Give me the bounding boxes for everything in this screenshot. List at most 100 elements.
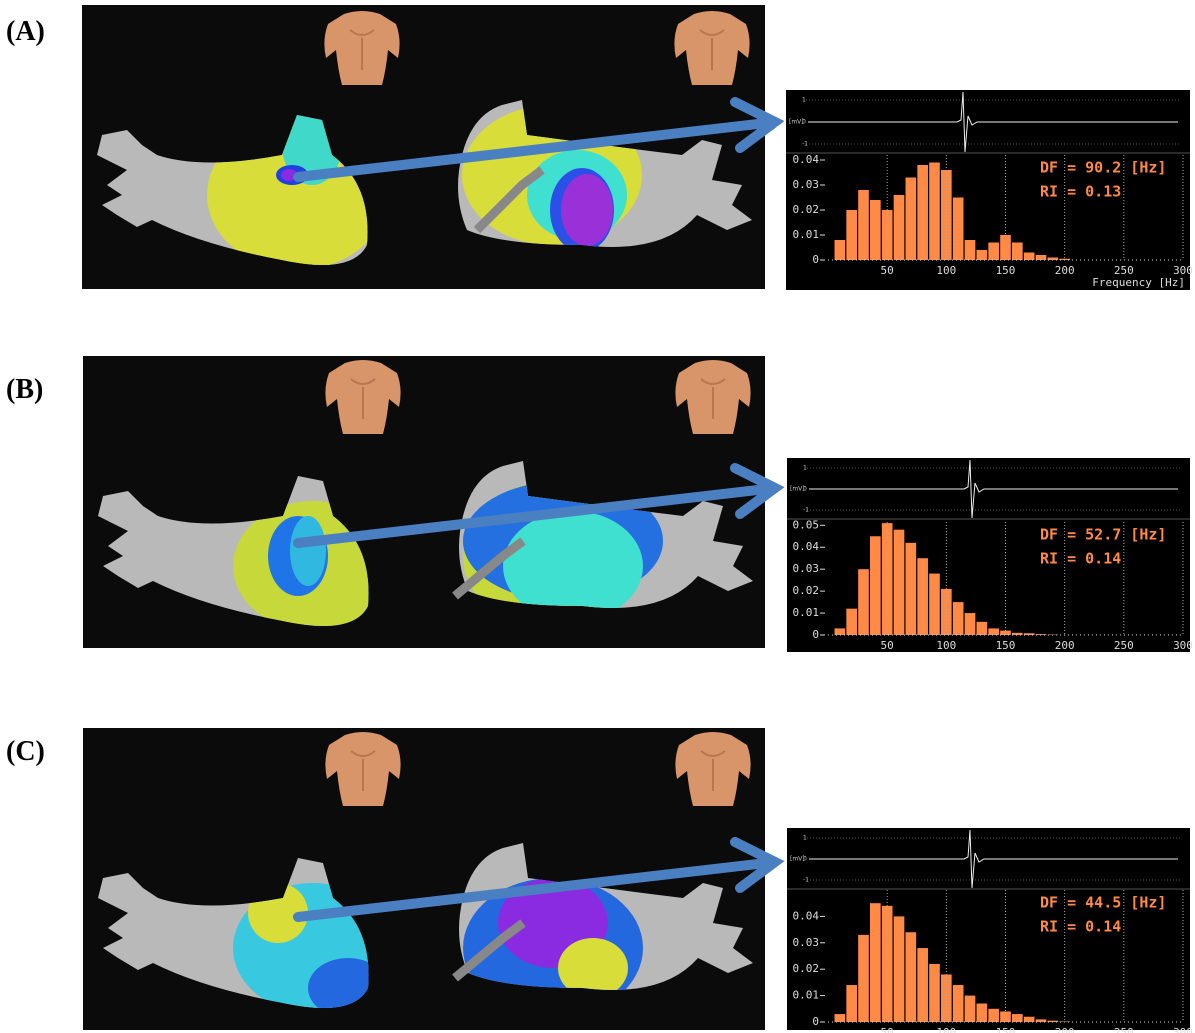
x-tick-label: 150 — [996, 1026, 1016, 1033]
panel-label: (C) — [6, 736, 45, 767]
y-tick-label: 0.03 — [793, 936, 820, 949]
signal-tick-label: 0 — [803, 486, 807, 493]
bar — [894, 530, 905, 635]
bar — [1000, 631, 1011, 635]
bar — [906, 178, 917, 261]
bar — [929, 574, 940, 635]
x-axis-label: Frequency [Hz] — [1092, 276, 1185, 289]
y-tick-label: 0.02 — [793, 203, 820, 216]
y-tick-label: 0 — [812, 1015, 819, 1028]
x-tick-label: 250 — [1114, 1026, 1134, 1033]
y-tick-label: 0 — [812, 628, 819, 641]
x-tick-label: 200 — [1055, 639, 1075, 652]
annotation: RI = 0.14 — [1040, 550, 1121, 568]
x-tick-label: 200 — [1055, 264, 1075, 277]
x-tick-label: 200 — [1055, 1026, 1075, 1033]
figure: (A) (B) (C) — [0, 0, 1195, 1033]
bar — [953, 985, 964, 1022]
bar — [953, 602, 964, 635]
bar — [1024, 1017, 1035, 1022]
bar — [1036, 255, 1047, 260]
bar — [941, 589, 952, 635]
bar — [835, 240, 846, 260]
x-tick-label: 150 — [996, 639, 1016, 652]
bar — [870, 200, 881, 260]
bar — [882, 210, 893, 260]
bar — [965, 996, 976, 1022]
bar — [1012, 243, 1023, 261]
panel-label: (A) — [6, 16, 45, 47]
x-tick-label: 100 — [936, 264, 956, 277]
bar — [917, 558, 928, 635]
annotation: DF = 90.2 [Hz] — [1040, 159, 1166, 177]
bar — [858, 190, 869, 260]
signal-tick-label: -1 — [802, 141, 808, 148]
signal-tick-label: 1 — [803, 835, 807, 842]
bar — [1000, 235, 1011, 260]
signal-tick-label: -1 — [803, 877, 809, 884]
bar — [835, 1014, 846, 1022]
bar — [858, 935, 869, 1022]
y-tick-label: 0.03 — [793, 562, 820, 575]
bar — [894, 195, 905, 260]
x-tick-label: 300 — [1173, 639, 1193, 652]
x-tick-label: 50 — [881, 1026, 894, 1033]
bar — [835, 628, 846, 635]
bar — [870, 536, 881, 635]
panel-label: (B) — [6, 374, 43, 405]
signal-tick-label: 0 — [802, 119, 806, 126]
x-tick-label: 300 — [1173, 1026, 1193, 1033]
bar — [846, 609, 857, 635]
bar — [906, 543, 917, 635]
y-tick-label: 0.02 — [793, 584, 820, 597]
bar — [906, 932, 917, 1022]
y-tick-label: 0.04 — [793, 540, 820, 553]
signal-tick-label: 1 — [803, 465, 807, 472]
bar — [858, 569, 869, 635]
x-tick-label: 50 — [881, 639, 894, 652]
y-tick-label: 0.04 — [793, 153, 820, 166]
bar — [988, 628, 999, 635]
signal-tick-label: 1 — [802, 97, 806, 104]
bar — [846, 985, 857, 1022]
x-tick-label: 150 — [996, 264, 1016, 277]
annotation: RI = 0.14 — [1040, 918, 1121, 936]
annotation: RI = 0.13 — [1040, 183, 1121, 201]
bar — [977, 622, 988, 635]
bar — [1012, 1014, 1023, 1022]
y-tick-label: 0.01 — [793, 989, 820, 1002]
y-tick-label: 0.05 — [793, 518, 820, 531]
bar — [1012, 633, 1023, 635]
bar — [1024, 253, 1035, 261]
annotation: DF = 52.7 [Hz] — [1040, 526, 1166, 544]
y-tick-label: 0.04 — [793, 909, 820, 922]
bar — [846, 210, 857, 260]
bar — [894, 916, 905, 1022]
bar — [953, 198, 964, 261]
bar — [917, 948, 928, 1022]
bar — [965, 240, 976, 260]
y-tick-label: 0 — [812, 253, 819, 266]
bar — [929, 964, 940, 1022]
bar — [870, 903, 881, 1022]
signal-tick-label: -1 — [803, 507, 809, 514]
x-tick-label: 100 — [936, 639, 956, 652]
x-tick-label: 50 — [881, 264, 894, 277]
y-tick-label: 0.03 — [793, 178, 820, 191]
signal-tick-label: 0 — [803, 856, 807, 863]
map-image — [82, 5, 765, 289]
bar — [988, 1009, 999, 1022]
bar — [965, 613, 976, 635]
bar — [977, 250, 988, 260]
y-tick-label: 0.01 — [793, 606, 820, 619]
bar — [917, 165, 928, 260]
y-tick-label: 0.02 — [793, 962, 820, 975]
bar — [977, 1004, 988, 1022]
annotation: DF = 44.5 [Hz] — [1040, 894, 1166, 912]
x-tick-label: 250 — [1114, 639, 1134, 652]
x-tick-label: 100 — [936, 1026, 956, 1033]
bar — [929, 163, 940, 261]
bar — [988, 243, 999, 261]
y-tick-label: 0.01 — [793, 228, 820, 241]
